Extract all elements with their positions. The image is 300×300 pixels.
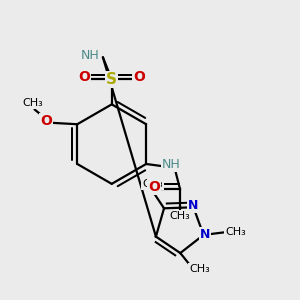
Text: CH₃: CH₃: [23, 98, 44, 108]
Text: CH₃: CH₃: [169, 211, 190, 221]
Text: N: N: [200, 228, 210, 242]
Text: O: O: [148, 180, 160, 194]
Text: CH₃: CH₃: [142, 179, 163, 189]
Text: NH: NH: [80, 49, 99, 62]
Text: O: O: [133, 70, 145, 84]
Text: S: S: [106, 72, 117, 87]
Text: N: N: [188, 199, 199, 212]
Text: O: O: [78, 70, 90, 84]
Text: NH: NH: [162, 158, 181, 171]
Text: CH₃: CH₃: [189, 264, 210, 274]
Text: O: O: [40, 114, 52, 128]
Text: CH₃: CH₃: [225, 227, 246, 237]
